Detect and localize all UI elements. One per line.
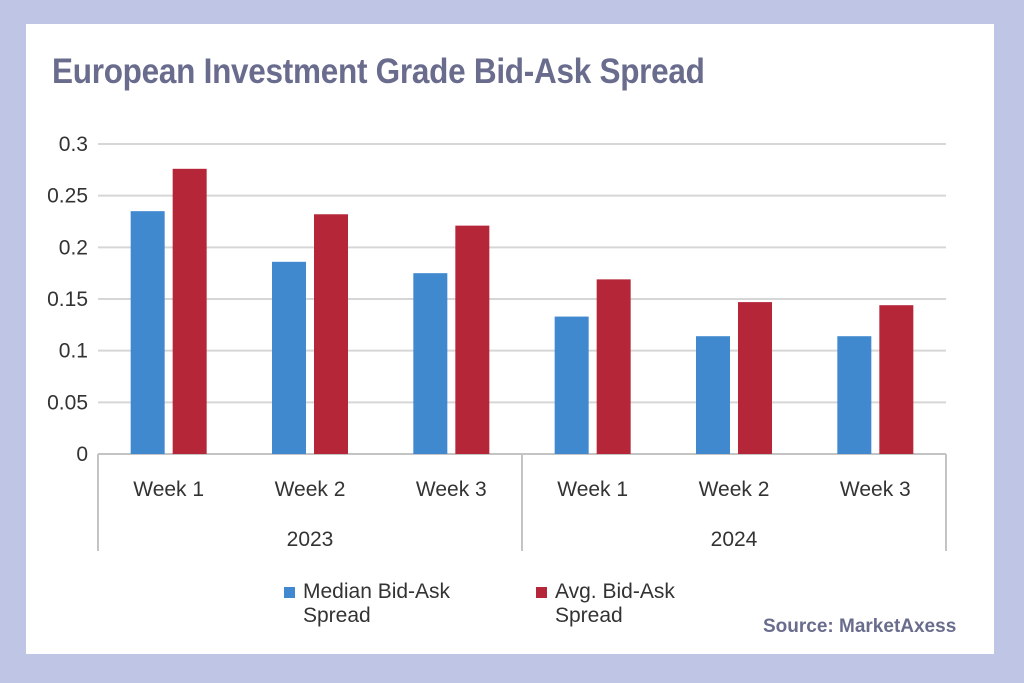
source-note: Source: MarketAxess	[763, 616, 957, 637]
bar-median	[413, 273, 448, 454]
y-tick-label: 0.15	[47, 288, 88, 311]
x-tick-label: Week 2	[275, 478, 346, 501]
chart-card: European Investment Grade Bid-Ask Spread…	[26, 24, 994, 654]
bar-avg	[738, 302, 772, 454]
x-tick-label: Week 3	[840, 478, 911, 501]
bar-chart: 0 0.05 0.1 0.15 0.2 0.25 0.3 Week 1 Week 2 Week 3…	[47, 133, 947, 551]
bar-avg	[314, 214, 348, 454]
y-tick-label: 0	[76, 443, 88, 466]
bar-avg	[172, 168, 207, 455]
x-tick-label: Week 1	[557, 478, 628, 501]
bar-median	[554, 316, 589, 454]
x-tick-label: Week 3	[416, 478, 487, 501]
y-tick-label: 0.1	[59, 340, 88, 363]
legend-label-median: Median Bid-Ask Spread	[303, 580, 451, 627]
bar-avg	[879, 305, 914, 454]
bar-avg	[455, 225, 490, 454]
y-tick-label: 0.25	[47, 185, 88, 208]
group-label: 2024	[711, 528, 758, 551]
legend-label-avg: Avg. Bid-Ask Spread	[555, 580, 675, 627]
x-tick-label: Week 1	[133, 478, 204, 501]
bar-median	[837, 336, 872, 454]
bar-avg	[596, 279, 631, 454]
y-tick-label: 0.2	[59, 236, 88, 259]
bar-median	[130, 211, 165, 454]
legend-avg: Avg. Bid-Ask Spread	[536, 580, 745, 628]
legend-median: Median Bid-Ask Spread	[284, 580, 493, 628]
y-tick-label: 0.3	[59, 133, 88, 156]
group-label: 2023	[287, 528, 334, 551]
x-tick-label: Week 2	[699, 478, 770, 501]
y-tick-label: 0.05	[47, 391, 88, 414]
legend-swatch-avg	[536, 587, 547, 598]
bar-median	[272, 261, 306, 454]
bar-median	[696, 336, 730, 454]
chart-title: European Investment Grade Bid-Ask Spread	[52, 52, 705, 91]
legend-swatch-median	[284, 587, 295, 598]
